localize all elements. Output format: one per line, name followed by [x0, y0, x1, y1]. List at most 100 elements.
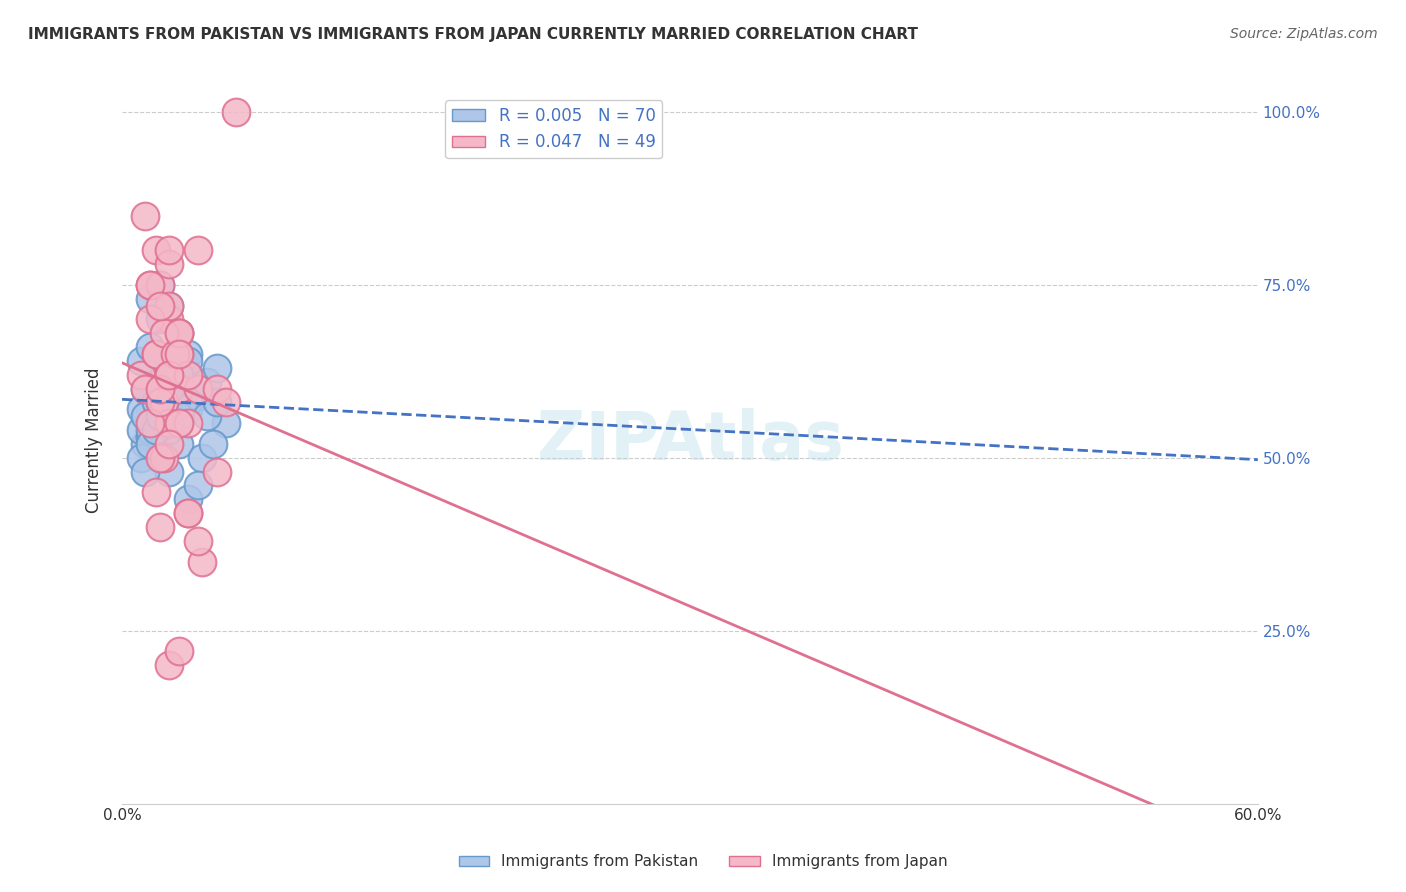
Point	[190, 450, 212, 465]
Point	[149, 450, 172, 465]
Point	[134, 209, 156, 223]
Point	[145, 244, 167, 258]
Point	[145, 409, 167, 424]
Point	[134, 409, 156, 424]
Point	[152, 388, 174, 402]
Legend: Immigrants from Pakistan, Immigrants from Japan: Immigrants from Pakistan, Immigrants fro…	[453, 848, 953, 875]
Point	[139, 277, 162, 292]
Point	[139, 277, 162, 292]
Text: Source: ZipAtlas.com: Source: ZipAtlas.com	[1230, 27, 1378, 41]
Point	[145, 409, 167, 424]
Point	[187, 244, 209, 258]
Point	[152, 382, 174, 396]
Point	[157, 368, 180, 382]
Point	[145, 395, 167, 409]
Point	[177, 416, 200, 430]
Point	[177, 395, 200, 409]
Point	[177, 402, 200, 417]
Point	[165, 375, 187, 389]
Point	[152, 368, 174, 382]
Point	[167, 382, 190, 396]
Point	[129, 402, 152, 417]
Point	[139, 312, 162, 326]
Point	[157, 375, 180, 389]
Point	[145, 347, 167, 361]
Point	[167, 326, 190, 341]
Point	[152, 382, 174, 396]
Point	[149, 382, 172, 396]
Point	[134, 382, 156, 396]
Point	[157, 423, 180, 437]
Point	[149, 388, 172, 402]
Point	[205, 465, 228, 479]
Point	[157, 244, 180, 258]
Point	[165, 347, 187, 361]
Text: ZIPAtlas: ZIPAtlas	[537, 408, 844, 474]
Y-axis label: Currently Married: Currently Married	[86, 368, 103, 513]
Point	[167, 347, 190, 361]
Point	[152, 326, 174, 341]
Point	[145, 395, 167, 409]
Point	[187, 382, 209, 396]
Point	[225, 105, 247, 120]
Point	[152, 416, 174, 430]
Point	[157, 360, 180, 375]
Point	[177, 368, 200, 382]
Point	[195, 375, 218, 389]
Point	[149, 277, 172, 292]
Point	[205, 382, 228, 396]
Point	[157, 416, 180, 430]
Point	[187, 533, 209, 548]
Point	[177, 354, 200, 368]
Point	[167, 644, 190, 658]
Point	[157, 416, 180, 430]
Point	[149, 312, 172, 326]
Point	[205, 395, 228, 409]
Point	[134, 437, 156, 451]
Point	[177, 506, 200, 520]
Point	[152, 395, 174, 409]
Point	[215, 416, 238, 430]
Point	[139, 430, 162, 444]
Point	[157, 368, 180, 382]
Point	[129, 450, 152, 465]
Point	[134, 382, 156, 396]
Point	[167, 368, 190, 382]
Point	[177, 492, 200, 507]
Point	[139, 340, 162, 354]
Point	[172, 354, 194, 368]
Point	[152, 368, 174, 382]
Point	[157, 382, 180, 396]
Point	[145, 423, 167, 437]
Point	[190, 555, 212, 569]
Point	[139, 416, 162, 430]
Point	[149, 395, 172, 409]
Point	[139, 423, 162, 437]
Point	[139, 437, 162, 451]
Point	[167, 326, 190, 341]
Point	[129, 423, 152, 437]
Point	[149, 450, 172, 465]
Point	[149, 368, 172, 382]
Point	[187, 388, 209, 402]
Point	[215, 395, 238, 409]
Point	[152, 450, 174, 465]
Point	[145, 409, 167, 424]
Point	[149, 277, 172, 292]
Point	[167, 326, 190, 341]
Point	[167, 437, 190, 451]
Point	[157, 312, 180, 326]
Point	[157, 658, 180, 673]
Point	[195, 409, 218, 424]
Point	[145, 382, 167, 396]
Point	[139, 430, 162, 444]
Legend: R = 0.005   N = 70, R = 0.047   N = 49: R = 0.005 N = 70, R = 0.047 N = 49	[446, 100, 662, 158]
Point	[152, 395, 174, 409]
Point	[139, 402, 162, 417]
Point	[145, 485, 167, 500]
Point	[167, 416, 190, 430]
Point	[139, 382, 162, 396]
Text: IMMIGRANTS FROM PAKISTAN VS IMMIGRANTS FROM JAPAN CURRENTLY MARRIED CORRELATION : IMMIGRANTS FROM PAKISTAN VS IMMIGRANTS F…	[28, 27, 918, 42]
Point	[129, 368, 152, 382]
Point	[205, 360, 228, 375]
